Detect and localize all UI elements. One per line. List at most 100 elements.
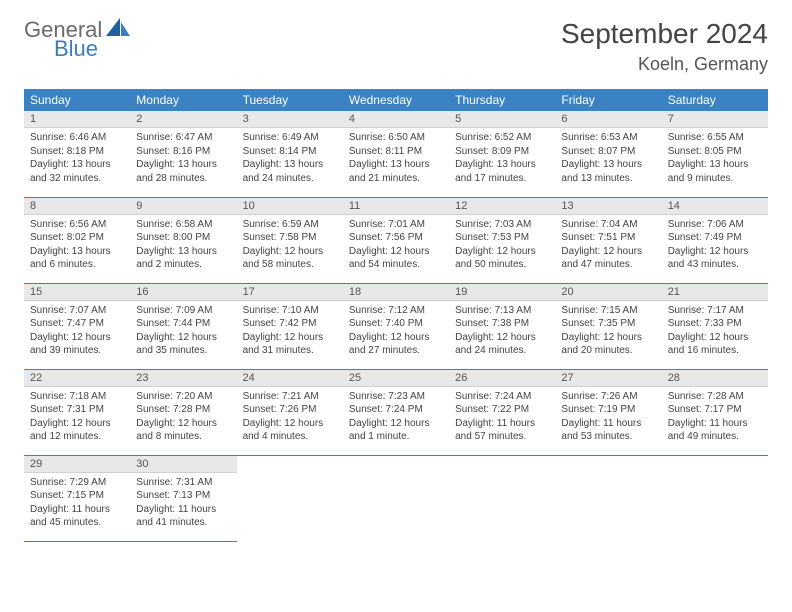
sunset-text: Sunset: 8:18 PM <box>30 145 124 159</box>
weekday-header: Wednesday <box>343 89 449 111</box>
calendar-cell: 15Sunrise: 7:07 AMSunset: 7:47 PMDayligh… <box>24 283 130 369</box>
sunrise-text: Sunrise: 6:46 AM <box>30 131 124 145</box>
daylight-text: and 47 minutes. <box>561 258 655 272</box>
calendar-cell: 3Sunrise: 6:49 AMSunset: 8:14 PMDaylight… <box>237 111 343 197</box>
daylight-text: and 27 minutes. <box>349 344 443 358</box>
sunset-text: Sunset: 7:33 PM <box>668 317 762 331</box>
daylight-text: and 16 minutes. <box>668 344 762 358</box>
weekday-header: Tuesday <box>237 89 343 111</box>
day-body: Sunrise: 6:49 AMSunset: 8:14 PMDaylight:… <box>237 128 343 190</box>
sunset-text: Sunset: 7:28 PM <box>136 403 230 417</box>
sunrise-text: Sunrise: 7:24 AM <box>455 390 549 404</box>
sunset-text: Sunset: 7:49 PM <box>668 231 762 245</box>
calendar-cell: 25Sunrise: 7:23 AMSunset: 7:24 PMDayligh… <box>343 369 449 455</box>
calendar-cell: 5Sunrise: 6:52 AMSunset: 8:09 PMDaylight… <box>449 111 555 197</box>
day-body: Sunrise: 6:56 AMSunset: 8:02 PMDaylight:… <box>24 215 130 277</box>
calendar-table: Sunday Monday Tuesday Wednesday Thursday… <box>24 89 768 542</box>
daylight-text: and 58 minutes. <box>243 258 337 272</box>
daylight-text: and 35 minutes. <box>136 344 230 358</box>
daylight-text: Daylight: 12 hours <box>561 245 655 259</box>
daylight-text: and 12 minutes. <box>30 430 124 444</box>
sunset-text: Sunset: 8:07 PM <box>561 145 655 159</box>
calendar-cell: 28Sunrise: 7:28 AMSunset: 7:17 PMDayligh… <box>662 369 768 455</box>
day-body: Sunrise: 6:52 AMSunset: 8:09 PMDaylight:… <box>449 128 555 190</box>
calendar-row: 8Sunrise: 6:56 AMSunset: 8:02 PMDaylight… <box>24 197 768 283</box>
day-body: Sunrise: 7:13 AMSunset: 7:38 PMDaylight:… <box>449 301 555 363</box>
day-body: Sunrise: 7:18 AMSunset: 7:31 PMDaylight:… <box>24 387 130 449</box>
day-number: 15 <box>24 284 130 301</box>
daylight-text: Daylight: 12 hours <box>243 245 337 259</box>
daylight-text: Daylight: 13 hours <box>668 158 762 172</box>
weekday-header: Sunday <box>24 89 130 111</box>
daylight-text: and 4 minutes. <box>243 430 337 444</box>
day-body: Sunrise: 6:46 AMSunset: 8:18 PMDaylight:… <box>24 128 130 190</box>
sunset-text: Sunset: 7:47 PM <box>30 317 124 331</box>
daylight-text: Daylight: 11 hours <box>668 417 762 431</box>
daylight-text: and 24 minutes. <box>243 172 337 186</box>
sunset-text: Sunset: 7:38 PM <box>455 317 549 331</box>
daylight-text: Daylight: 11 hours <box>455 417 549 431</box>
sunset-text: Sunset: 7:53 PM <box>455 231 549 245</box>
header: General Blue September 2024 Koeln, Germa… <box>24 18 768 75</box>
sunrise-text: Sunrise: 7:21 AM <box>243 390 337 404</box>
day-number: 14 <box>662 198 768 215</box>
day-number: 26 <box>449 370 555 387</box>
day-number: 9 <box>130 198 236 215</box>
calendar-cell: 26Sunrise: 7:24 AMSunset: 7:22 PMDayligh… <box>449 369 555 455</box>
daylight-text: Daylight: 13 hours <box>136 158 230 172</box>
calendar-cell: 9Sunrise: 6:58 AMSunset: 8:00 PMDaylight… <box>130 197 236 283</box>
calendar-cell: 23Sunrise: 7:20 AMSunset: 7:28 PMDayligh… <box>130 369 236 455</box>
sunrise-text: Sunrise: 6:50 AM <box>349 131 443 145</box>
day-body: Sunrise: 6:47 AMSunset: 8:16 PMDaylight:… <box>130 128 236 190</box>
daylight-text: and 32 minutes. <box>30 172 124 186</box>
daylight-text: Daylight: 12 hours <box>136 417 230 431</box>
calendar-cell: 17Sunrise: 7:10 AMSunset: 7:42 PMDayligh… <box>237 283 343 369</box>
sunrise-text: Sunrise: 7:15 AM <box>561 304 655 318</box>
sunrise-text: Sunrise: 6:47 AM <box>136 131 230 145</box>
sunrise-text: Sunrise: 6:56 AM <box>30 218 124 232</box>
day-body: Sunrise: 7:01 AMSunset: 7:56 PMDaylight:… <box>343 215 449 277</box>
calendar-cell: 7Sunrise: 6:55 AMSunset: 8:05 PMDaylight… <box>662 111 768 197</box>
calendar-cell <box>449 455 555 541</box>
sunset-text: Sunset: 7:15 PM <box>30 489 124 503</box>
daylight-text: Daylight: 11 hours <box>136 503 230 517</box>
calendar-cell <box>237 455 343 541</box>
sunset-text: Sunset: 8:14 PM <box>243 145 337 159</box>
daylight-text: and 9 minutes. <box>668 172 762 186</box>
sunrise-text: Sunrise: 7:18 AM <box>30 390 124 404</box>
daylight-text: Daylight: 13 hours <box>30 245 124 259</box>
day-body: Sunrise: 6:58 AMSunset: 8:00 PMDaylight:… <box>130 215 236 277</box>
daylight-text: Daylight: 12 hours <box>243 417 337 431</box>
day-number: 8 <box>24 198 130 215</box>
calendar-row: 15Sunrise: 7:07 AMSunset: 7:47 PMDayligh… <box>24 283 768 369</box>
sunrise-text: Sunrise: 7:09 AM <box>136 304 230 318</box>
calendar-cell: 24Sunrise: 7:21 AMSunset: 7:26 PMDayligh… <box>237 369 343 455</box>
sunrise-text: Sunrise: 6:52 AM <box>455 131 549 145</box>
sunset-text: Sunset: 7:51 PM <box>561 231 655 245</box>
sunrise-text: Sunrise: 7:01 AM <box>349 218 443 232</box>
daylight-text: and 21 minutes. <box>349 172 443 186</box>
daylight-text: and 8 minutes. <box>136 430 230 444</box>
sunset-text: Sunset: 7:35 PM <box>561 317 655 331</box>
daylight-text: and 20 minutes. <box>561 344 655 358</box>
day-body: Sunrise: 7:17 AMSunset: 7:33 PMDaylight:… <box>662 301 768 363</box>
sunrise-text: Sunrise: 7:07 AM <box>30 304 124 318</box>
weekday-header: Thursday <box>449 89 555 111</box>
sunset-text: Sunset: 7:31 PM <box>30 403 124 417</box>
location: Koeln, Germany <box>561 54 768 75</box>
sunset-text: Sunset: 7:17 PM <box>668 403 762 417</box>
day-number: 17 <box>237 284 343 301</box>
calendar-cell: 14Sunrise: 7:06 AMSunset: 7:49 PMDayligh… <box>662 197 768 283</box>
daylight-text: and 54 minutes. <box>349 258 443 272</box>
daylight-text: and 45 minutes. <box>30 516 124 530</box>
daylight-text: Daylight: 11 hours <box>561 417 655 431</box>
day-body: Sunrise: 7:12 AMSunset: 7:40 PMDaylight:… <box>343 301 449 363</box>
sunset-text: Sunset: 7:40 PM <box>349 317 443 331</box>
day-number: 3 <box>237 111 343 128</box>
day-body: Sunrise: 7:15 AMSunset: 7:35 PMDaylight:… <box>555 301 661 363</box>
daylight-text: Daylight: 13 hours <box>243 158 337 172</box>
calendar-cell: 19Sunrise: 7:13 AMSunset: 7:38 PMDayligh… <box>449 283 555 369</box>
calendar-cell: 6Sunrise: 6:53 AMSunset: 8:07 PMDaylight… <box>555 111 661 197</box>
sunrise-text: Sunrise: 7:04 AM <box>561 218 655 232</box>
calendar-row: 22Sunrise: 7:18 AMSunset: 7:31 PMDayligh… <box>24 369 768 455</box>
